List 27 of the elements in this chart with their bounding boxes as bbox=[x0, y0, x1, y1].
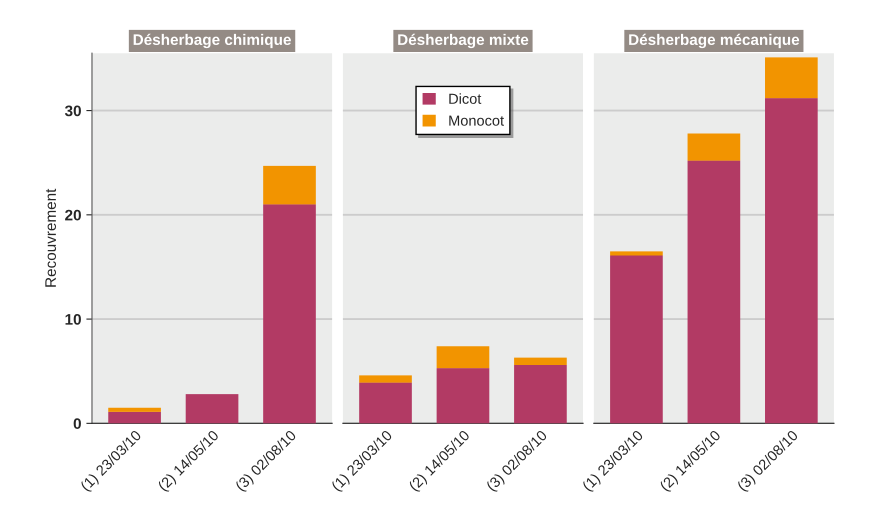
bar bbox=[436, 368, 490, 424]
y-axis-title: Recouvrement bbox=[45, 188, 56, 287]
bar bbox=[514, 364, 567, 424]
y-tick-label: 30 bbox=[64, 105, 81, 116]
legend-label: Dicot bbox=[449, 93, 482, 104]
bar bbox=[765, 98, 818, 424]
bar bbox=[263, 166, 316, 204]
y-tick-label: 0 bbox=[74, 418, 81, 430]
bar bbox=[765, 57, 818, 98]
bar bbox=[610, 251, 663, 256]
bar bbox=[436, 346, 490, 368]
bar bbox=[514, 358, 567, 365]
bar bbox=[108, 412, 161, 424]
bar bbox=[610, 255, 663, 424]
y-tick-label: 10 bbox=[66, 314, 81, 325]
bar bbox=[359, 375, 412, 383]
chart-title: Désherbage mixte bbox=[398, 34, 528, 48]
y-tick-label: 20 bbox=[65, 210, 81, 221]
bar bbox=[359, 382, 412, 424]
bar bbox=[186, 394, 238, 424]
bar bbox=[688, 134, 740, 161]
chart-title: Désherbage chimique bbox=[134, 34, 291, 48]
bar bbox=[108, 408, 161, 412]
bar bbox=[688, 160, 740, 424]
legend-label: Monocot bbox=[449, 116, 504, 126]
bar bbox=[263, 204, 316, 424]
chart-title: Désherbage mécanique bbox=[629, 34, 800, 48]
